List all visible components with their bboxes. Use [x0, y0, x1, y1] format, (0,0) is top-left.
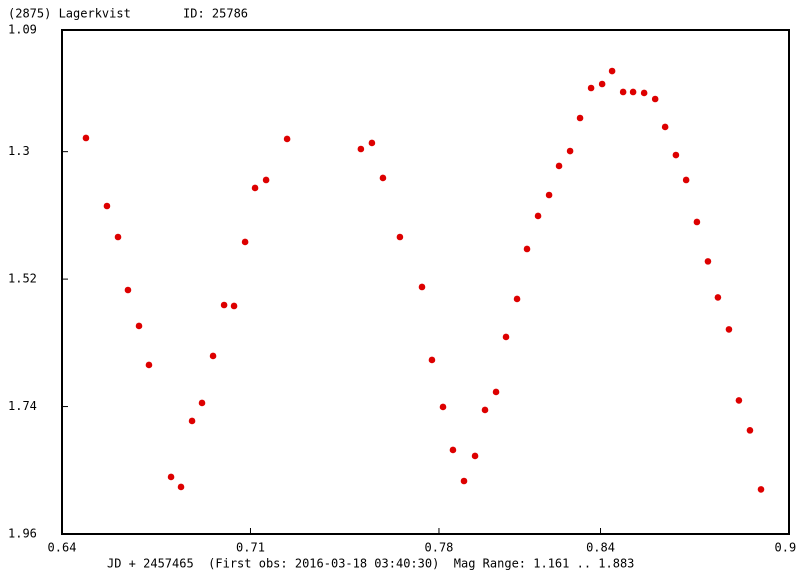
y-tick-label: 1.52 — [8, 272, 37, 286]
data-point — [746, 427, 754, 434]
data-point — [262, 176, 270, 184]
data-point — [124, 286, 132, 294]
x-tick-label: 0.64 — [48, 541, 77, 555]
data-point — [704, 258, 712, 265]
y-tick-label: 1.96 — [8, 527, 37, 541]
data-point — [145, 361, 153, 369]
y-tick-label: 1.3 — [8, 144, 30, 158]
data-point — [672, 151, 680, 159]
data-point — [725, 326, 733, 333]
data-point — [757, 486, 765, 493]
data-point — [198, 399, 206, 407]
data-point — [439, 403, 447, 411]
data-point — [481, 406, 489, 414]
data-point — [220, 301, 228, 309]
data-point — [209, 352, 217, 360]
data-point — [396, 233, 404, 241]
data-point — [177, 483, 185, 491]
data-point — [651, 95, 659, 103]
data-point — [188, 417, 196, 425]
y-tick-label: 1.09 — [8, 23, 37, 37]
data-point — [608, 67, 616, 75]
data-point — [587, 84, 595, 92]
chart-subtitle: ID: 25786 — [183, 7, 248, 21]
data-point — [640, 89, 648, 97]
data-point — [428, 356, 436, 364]
data-point — [629, 88, 637, 96]
data-point — [576, 114, 584, 122]
data-point — [566, 147, 574, 155]
data-point — [682, 176, 690, 184]
data-point — [598, 80, 606, 88]
data-point — [167, 473, 175, 481]
data-point — [735, 397, 743, 404]
data-point — [241, 238, 249, 246]
data-point — [379, 174, 387, 182]
data-point — [283, 135, 291, 143]
plot-frame — [61, 29, 790, 535]
data-point — [114, 233, 122, 241]
data-point — [449, 446, 457, 454]
data-point — [103, 202, 111, 210]
data-point — [230, 302, 238, 310]
x-axis-label: JD + 2457465 (First obs: 2016-03-18 03:4… — [107, 557, 634, 571]
x-tick-label: 0.91 — [775, 541, 797, 555]
data-point — [619, 88, 627, 96]
data-point — [661, 123, 669, 131]
data-point — [135, 322, 143, 330]
data-point — [251, 184, 259, 192]
data-point — [513, 295, 521, 303]
chart-title: (2875) Lagerkvist — [8, 7, 131, 21]
data-point — [492, 388, 500, 396]
y-tick-label: 1.74 — [8, 399, 37, 413]
data-point — [368, 139, 376, 147]
x-tick-label: 0.84 — [586, 541, 615, 555]
data-point — [534, 212, 542, 220]
data-point — [714, 294, 722, 301]
data-point — [545, 191, 553, 199]
data-point — [693, 218, 701, 226]
data-point — [555, 162, 563, 170]
data-point — [471, 452, 479, 460]
data-point — [418, 283, 426, 291]
data-point — [502, 333, 510, 341]
x-tick-label: 0.78 — [425, 541, 454, 555]
data-point — [523, 245, 531, 253]
data-point — [82, 134, 90, 142]
x-tick-label: 0.71 — [236, 541, 265, 555]
data-point — [460, 477, 468, 485]
data-point — [357, 145, 365, 153]
